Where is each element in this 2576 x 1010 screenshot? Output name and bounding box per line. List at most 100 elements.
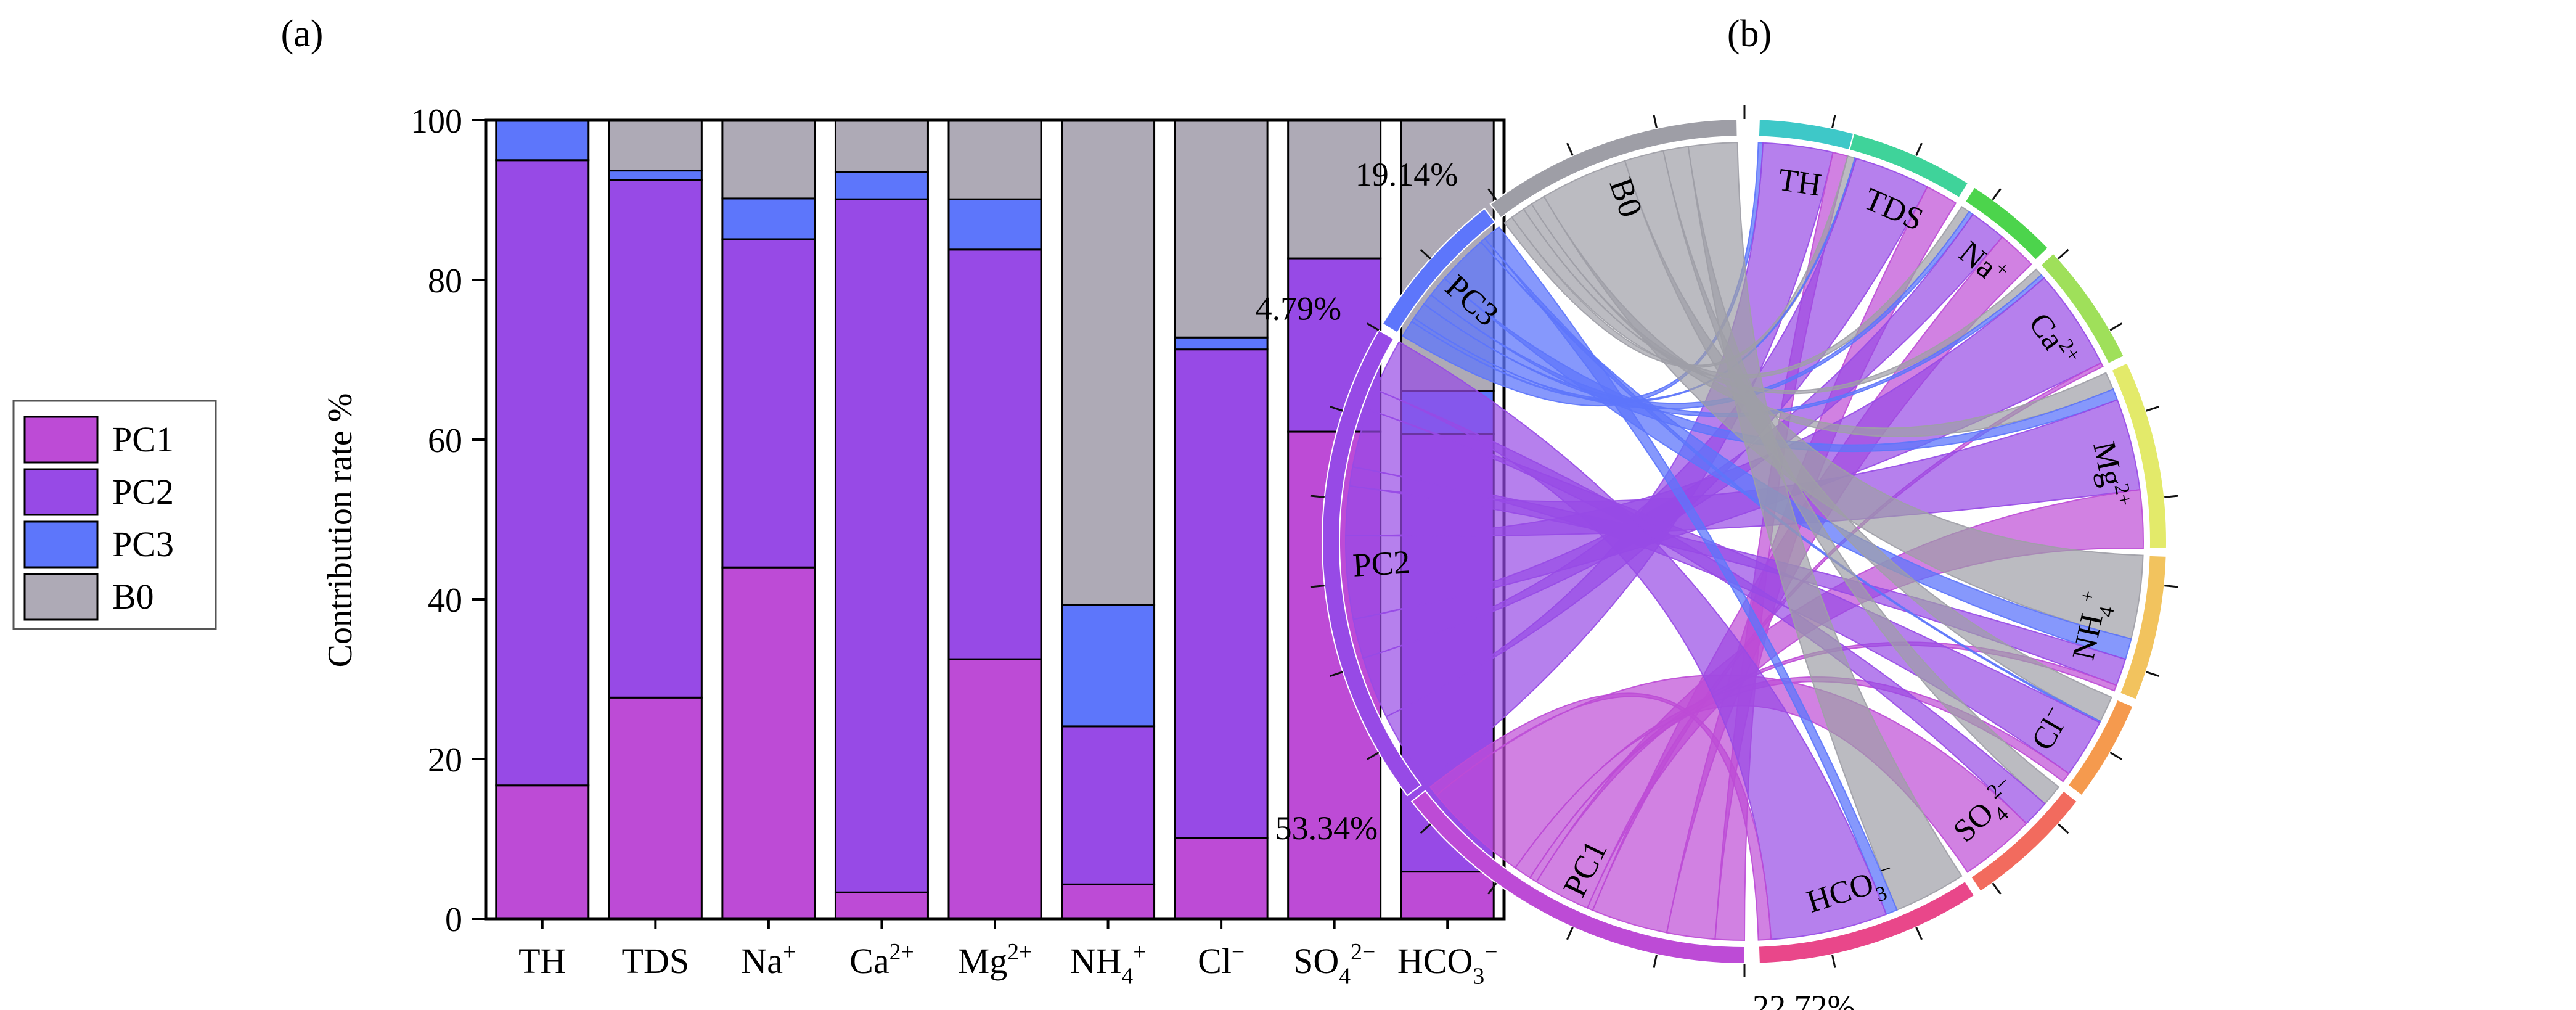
ring-tick — [1831, 115, 1836, 129]
y-tick-label: 100 — [411, 102, 462, 141]
ring-arc-pc1 — [1410, 790, 1745, 965]
ring-label-th: TH — [1776, 162, 1823, 203]
chord-b0-to-hco — [1687, 142, 1963, 911]
ring-arc-hco — [1757, 880, 1976, 964]
bar-segment-b0 — [1174, 119, 1269, 339]
bar-segment-pc2 — [1061, 725, 1156, 885]
ring-tick — [1366, 752, 1380, 760]
x-tick-label: TH — [518, 941, 566, 981]
chord-pc1-to-hco — [1429, 692, 1772, 941]
ring-tick — [1831, 954, 1836, 968]
ring-tick — [1653, 954, 1658, 968]
ring-arc-mg — [2111, 362, 2167, 549]
legend-label: PC2 — [112, 472, 174, 512]
chord-pc3-to-cl — [1480, 237, 2101, 724]
legend-swatch-pc2 — [23, 468, 99, 516]
bar-segment-pc3 — [834, 171, 929, 200]
bar-segment-pc1 — [1174, 837, 1269, 920]
ring-tick — [2164, 585, 2178, 588]
bar-segment-b0 — [608, 119, 703, 172]
ring-arc-cl — [2067, 699, 2134, 797]
bar-segment-pc1 — [721, 566, 816, 920]
x-tick-label: SO42− — [1293, 939, 1375, 989]
ring-tick — [2146, 406, 2159, 412]
ring-arc-nh — [2119, 554, 2167, 700]
ring-tick — [2164, 495, 2178, 498]
bar-segment-b0 — [1287, 119, 1382, 260]
percent-label-pc1: 22.72% — [1752, 988, 1855, 1010]
x-tick-label: HCO3− — [1397, 939, 1498, 989]
bar-segment-pc3 — [947, 198, 1042, 251]
legend-label: PC1 — [112, 419, 174, 459]
panel-label-b: (b) — [1727, 13, 1772, 55]
bar-segment-pc3 — [721, 197, 816, 240]
ring-tick — [2109, 322, 2123, 331]
chord-diagram: (b) TH TDSNa+Ca2+Mg2+NH4+Cl−SO42−HCO3−B01… — [1256, 13, 2178, 1010]
x-tick-labels: TH TDS Na+ Ca2+ Mg2+ NH4+ Cl− SO42− HCO3− — [518, 939, 1497, 989]
ring-tick — [1566, 927, 1574, 940]
panel-label-a: (a) — [281, 13, 324, 55]
bar-segment-pc1 — [608, 696, 703, 920]
y-tick-label: 60 — [428, 422, 462, 460]
bar-segment-pc1 — [834, 891, 929, 920]
percent-label-b0: 19.14% — [1355, 156, 1458, 193]
bar-segment-b0 — [947, 119, 1042, 200]
ring-arc-tds — [1848, 133, 1969, 199]
ring-arc-b0 — [1489, 118, 1738, 219]
ring-tick — [1915, 927, 1923, 940]
bar-segment-pc1 — [947, 658, 1042, 920]
ring-arc-so — [1970, 790, 2079, 893]
ring-tick — [1915, 142, 1923, 156]
chord-pc3-to-hco — [1484, 226, 1898, 916]
y-tick-label: 0 — [445, 901, 462, 939]
ring-tick — [1653, 115, 1658, 129]
legend-label: PC3 — [112, 524, 174, 564]
bar-segment-pc2 — [947, 248, 1042, 660]
bar-segment-b0 — [721, 119, 816, 200]
legend-swatch-pc3 — [23, 520, 99, 569]
bar-segment-pc1 — [1400, 871, 1495, 920]
ring-tick — [2058, 823, 2069, 834]
ring-tick — [2146, 671, 2159, 677]
bar-segment-pc2 — [608, 179, 703, 699]
bar-segment-pc3 — [1174, 336, 1269, 351]
bar-segment-pc1 — [1061, 883, 1156, 920]
percent-label-pc2: 53.34% — [1275, 810, 1378, 847]
bar-segment-b0 — [834, 119, 929, 173]
y-tick-label: 40 — [428, 581, 462, 620]
ring-arc-pc2 — [1322, 329, 1422, 797]
y-tick-label: 80 — [428, 262, 462, 300]
bar-segment-pc2 — [495, 159, 590, 787]
x-tick-label: Cl− — [1198, 939, 1245, 981]
bar-segment-pc1 — [495, 784, 590, 920]
bar-segment-pc3 — [608, 170, 703, 181]
ring-tick — [1420, 823, 1431, 834]
ring-tick — [1420, 248, 1431, 260]
bar-segment-b0 — [1061, 119, 1156, 606]
ring-tick — [1330, 671, 1343, 677]
ring-tick — [1992, 188, 2002, 200]
ring-tick — [1310, 585, 1325, 588]
chord-pc2-to-hco — [1375, 341, 1887, 940]
ring-tick — [1487, 188, 1497, 200]
bar-segment-pc2 — [1174, 348, 1269, 839]
ring-arc-ca — [2040, 252, 2125, 365]
x-tick-label: Na+ — [741, 939, 796, 981]
chords — [1345, 142, 2144, 942]
bar-segment-pc2 — [834, 198, 929, 893]
ring-tick — [1992, 882, 2002, 895]
legend: PC1 PC2 PC3 B0 — [12, 400, 217, 630]
ring-tick — [1487, 882, 1497, 895]
bar-segment-pc3 — [1061, 604, 1156, 728]
ring-tick — [2109, 752, 2123, 760]
stacked-bar-chart: (a) PC1 PC2 PC3 B0 0 20 40 60 80 100 TH TDS Na+ Ca2… — [12, 13, 1506, 989]
y-tick-label: 20 — [428, 741, 462, 779]
legend-label: B0 — [112, 577, 154, 617]
ring-tick — [1566, 142, 1574, 156]
legend-swatch-pc1 — [23, 416, 99, 464]
bars — [495, 119, 1495, 920]
ring-label-pc2: PC2 — [1352, 543, 1412, 584]
outer-ring — [1310, 105, 2178, 977]
x-tick-label: Mg2+ — [958, 939, 1032, 981]
